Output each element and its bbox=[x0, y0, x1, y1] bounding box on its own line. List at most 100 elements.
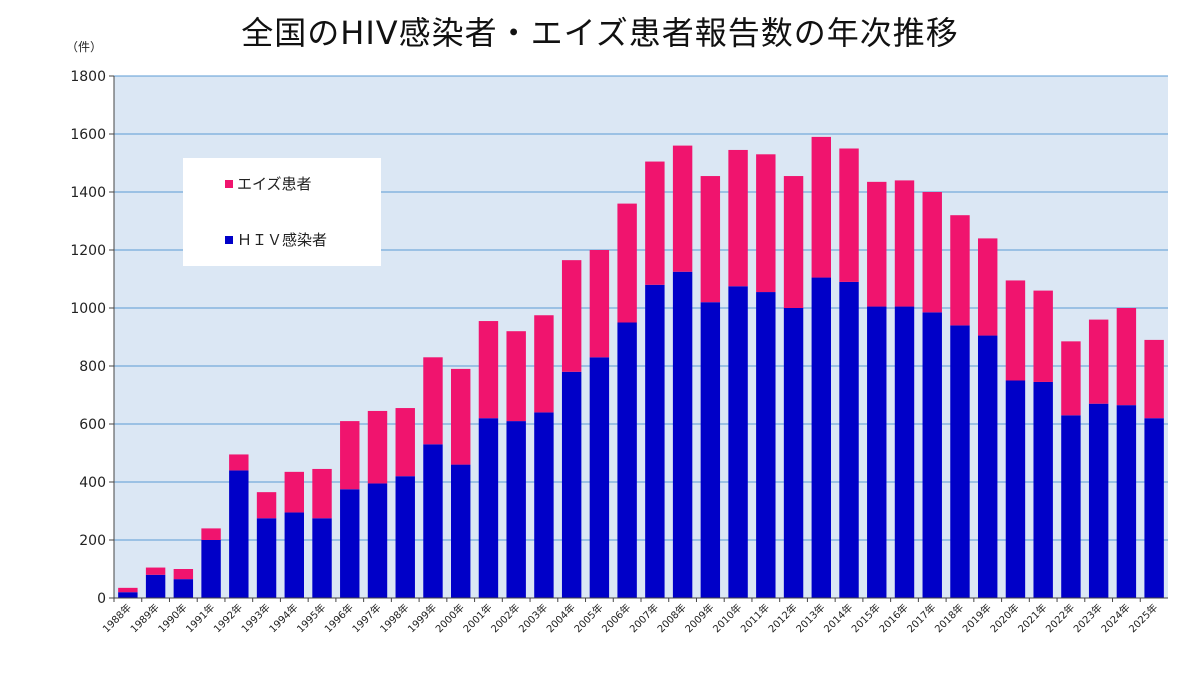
x-tick-label: 2024年 bbox=[1098, 601, 1132, 635]
bar-aids-2001年 bbox=[478, 321, 499, 419]
bar-aids-2011年 bbox=[756, 154, 776, 293]
bar-aids-2022年 bbox=[1061, 341, 1081, 416]
bar-hiv-2024年 bbox=[1116, 405, 1137, 598]
chart-title: 全国のHIV感染者・エイズ患者報告数の年次推移 bbox=[241, 14, 959, 52]
y-axis-tick-labels: 0 200 400 600 800 1000 1200 1400 1600 1800 bbox=[70, 69, 106, 607]
x-tick-label: 2005年 bbox=[571, 601, 605, 635]
x-tick-label: 1996年 bbox=[322, 601, 356, 635]
bar-aids-1993年 bbox=[256, 492, 277, 519]
bar-aids-2019年 bbox=[978, 238, 998, 336]
y-tick-label: 600 bbox=[79, 417, 106, 433]
x-axis-tick-labels: 1988年1989年1990年1991年1992年1993年1994年1995年… bbox=[100, 598, 1160, 635]
bar-aids-2024年 bbox=[1116, 308, 1137, 406]
bar-hiv-1989年 bbox=[145, 574, 166, 598]
bar-hiv-2014年 bbox=[839, 281, 859, 598]
x-tick-label: 2000年 bbox=[433, 601, 467, 635]
bar-aids-2013年 bbox=[811, 136, 831, 278]
y-tick-label: 1800 bbox=[70, 69, 106, 85]
bar-hiv-2015年 bbox=[867, 306, 887, 598]
bar-aids-2020年 bbox=[1005, 280, 1026, 381]
bar-hiv-2002年 bbox=[506, 421, 526, 598]
bar-aids-1998年 bbox=[395, 408, 415, 477]
bar-hiv-2018年 bbox=[950, 325, 970, 598]
bar-hiv-1999年 bbox=[423, 444, 443, 598]
bar-aids-2000年 bbox=[451, 368, 471, 465]
legend-label-aids: エイズ患者 bbox=[237, 175, 312, 193]
bar-hiv-2000年 bbox=[451, 464, 471, 598]
x-tick-label: 1989年 bbox=[127, 601, 161, 635]
bar-hiv-2007年 bbox=[645, 284, 665, 598]
bar-hiv-2012年 bbox=[783, 308, 804, 598]
bar-aids-2025年 bbox=[1144, 339, 1164, 419]
bar-hiv-1998年 bbox=[395, 476, 415, 598]
bar-hiv-2017年 bbox=[922, 312, 942, 598]
x-tick-label: 1991年 bbox=[183, 601, 217, 635]
x-tick-label: 2013年 bbox=[793, 601, 827, 635]
bar-hiv-1995年 bbox=[312, 518, 332, 598]
y-tick-label: 400 bbox=[79, 475, 106, 491]
x-tick-label: 2007年 bbox=[627, 601, 661, 635]
legend: エイズ患者 ＨＩＶ感染者 bbox=[183, 158, 381, 266]
x-tick-label: 2025年 bbox=[1126, 601, 1160, 635]
y-tick-label: 1400 bbox=[70, 185, 106, 201]
bar-hiv-2008年 bbox=[672, 271, 693, 598]
bar-hiv-1991年 bbox=[201, 540, 221, 598]
bar-hiv-2020年 bbox=[1005, 380, 1026, 598]
bar-aids-2008年 bbox=[672, 145, 693, 272]
bar-aids-2010年 bbox=[728, 149, 748, 287]
bar-hiv-2004年 bbox=[561, 371, 582, 598]
x-tick-label: 2022年 bbox=[1043, 601, 1077, 635]
bar-hiv-1990年 bbox=[173, 579, 194, 598]
bar-aids-2004年 bbox=[561, 260, 582, 372]
x-tick-label: 1998年 bbox=[377, 601, 411, 635]
bar-aids-2012年 bbox=[783, 176, 804, 308]
bar-aids-1991年 bbox=[201, 528, 221, 540]
x-tick-label: 2002年 bbox=[488, 601, 522, 635]
bar-hiv-2011年 bbox=[756, 292, 776, 598]
y-tick-label: 1000 bbox=[70, 301, 106, 317]
bar-aids-2015年 bbox=[867, 181, 887, 307]
bar-aids-1999年 bbox=[423, 357, 443, 445]
bar-hiv-1993年 bbox=[256, 518, 277, 598]
bar-hiv-2010年 bbox=[728, 286, 748, 598]
x-tick-label: 2021年 bbox=[1015, 601, 1049, 635]
y-axis-unit-label: （件） bbox=[66, 40, 103, 54]
bar-aids-2009年 bbox=[700, 176, 721, 303]
bar-hiv-1997年 bbox=[367, 483, 388, 598]
bar-aids-1992年 bbox=[229, 454, 249, 471]
x-tick-label: 1999年 bbox=[405, 601, 439, 635]
x-tick-label: 1990年 bbox=[155, 601, 189, 635]
x-tick-label: 2023年 bbox=[1071, 601, 1105, 635]
bar-aids-2007年 bbox=[645, 161, 665, 285]
bar-aids-2017年 bbox=[922, 192, 942, 313]
x-tick-label: 2018年 bbox=[932, 601, 966, 635]
bar-aids-1997年 bbox=[367, 410, 388, 484]
legend-swatch-hiv bbox=[225, 236, 233, 244]
legend-box bbox=[183, 158, 381, 266]
bars bbox=[118, 136, 1164, 598]
bar-aids-2018年 bbox=[950, 215, 970, 326]
x-tick-label: 2015年 bbox=[849, 601, 883, 635]
x-tick-label: 1997年 bbox=[349, 601, 383, 635]
legend-label-hiv: ＨＩＶ感染者 bbox=[237, 231, 327, 249]
y-tick-label: 800 bbox=[79, 359, 106, 375]
x-tick-label: 1994年 bbox=[266, 601, 300, 635]
bar-hiv-2016年 bbox=[894, 306, 915, 598]
bar-aids-2005年 bbox=[589, 250, 610, 358]
bar-aids-1990年 bbox=[173, 569, 194, 580]
bar-hiv-2009年 bbox=[700, 302, 721, 598]
x-tick-label: 2011年 bbox=[738, 601, 772, 635]
x-tick-label: 2009年 bbox=[682, 601, 716, 635]
bar-hiv-2001年 bbox=[478, 418, 499, 598]
y-tick-label: 200 bbox=[79, 533, 106, 549]
bar-hiv-2003年 bbox=[534, 412, 554, 598]
bar-aids-2006年 bbox=[617, 203, 637, 323]
x-tick-label: 2012年 bbox=[765, 601, 799, 635]
bar-aids-1989年 bbox=[145, 567, 166, 575]
x-tick-label: 2008年 bbox=[654, 601, 688, 635]
bar-hiv-2005年 bbox=[589, 357, 610, 598]
legend-swatch-aids bbox=[225, 180, 233, 188]
bar-hiv-1994年 bbox=[284, 512, 304, 598]
bar-aids-2014年 bbox=[839, 148, 859, 282]
